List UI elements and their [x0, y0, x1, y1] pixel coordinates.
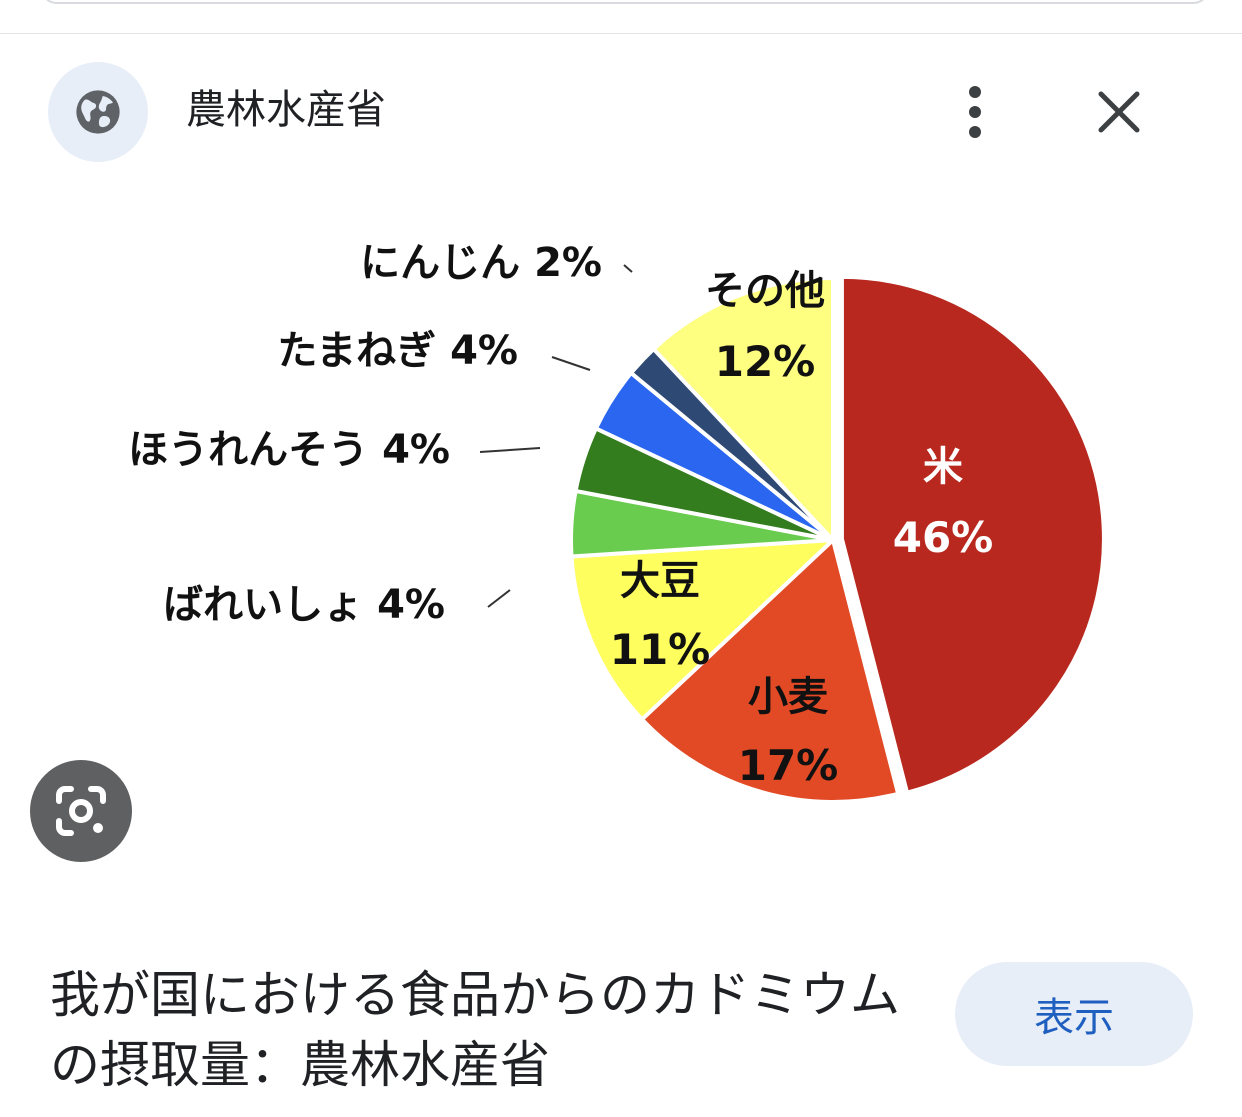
slice-value-label: 17% — [738, 741, 839, 790]
site-name[interactable]: 農林水産省 — [186, 87, 386, 133]
divider — [0, 33, 1242, 34]
leader-line — [623, 264, 633, 273]
pie-chart: 米 46% 小麦 17% 大豆 11% ばれいしょ 4% ほうれんそう 4% たまねぎ 4% にん… — [128, 240, 1106, 804]
image-caption[interactable]: 我が国における食品からのカドミウムの摂取量：農林水産省 — [50, 966, 900, 1094]
slice-label: 大豆 — [620, 558, 700, 604]
leader-line — [487, 589, 511, 608]
slice-label: たまねぎ 4% — [277, 328, 518, 374]
search-bar[interactable] — [40, 0, 1210, 4]
lens-search-button[interactable] — [30, 760, 132, 862]
slice-label: 小麦 — [748, 674, 828, 720]
slice-label: ほうれんそう 4% — [128, 427, 450, 473]
leader-line — [479, 447, 541, 453]
more-vertical-icon — [969, 86, 981, 138]
site-avatar — [48, 62, 148, 162]
close-button[interactable] — [1088, 80, 1150, 144]
pie-slice — [569, 537, 839, 723]
globe-icon — [76, 90, 120, 134]
lens-icon — [56, 786, 106, 836]
slice-value-label: 46% — [893, 513, 994, 562]
more-options-button[interactable] — [950, 80, 1000, 144]
close-icon — [1098, 91, 1140, 133]
slice-label: その他 — [705, 268, 825, 314]
slice-label: ばれいしょ 4% — [163, 582, 445, 628]
slice-value-label: 12% — [715, 337, 816, 386]
slice-value-label: 11% — [610, 625, 711, 674]
slice-label: 米 — [923, 444, 963, 490]
show-button[interactable]: 表示 — [955, 962, 1193, 1066]
leader-line — [551, 356, 591, 371]
pie-slice — [839, 274, 1106, 796]
slice-label: にんじん 2% — [360, 240, 602, 286]
pie-slice — [650, 275, 835, 546]
pie-slice — [639, 536, 901, 804]
